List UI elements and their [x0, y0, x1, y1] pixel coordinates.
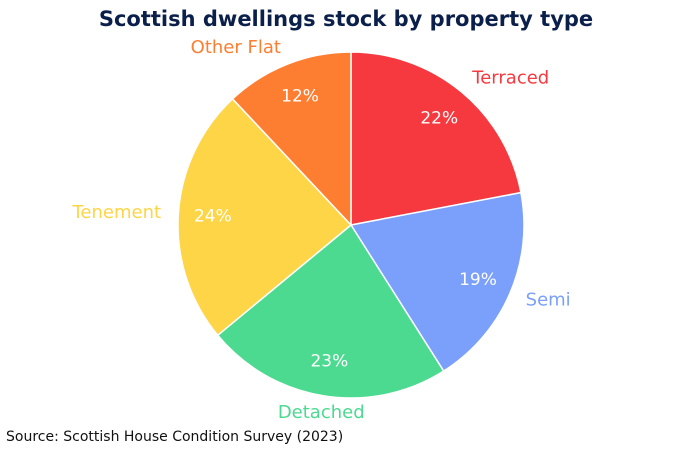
- value-label: 19%: [459, 270, 497, 290]
- value-label: 22%: [420, 108, 458, 128]
- pie-slice: [216, 223, 445, 399]
- source: Source: Scottish House Condition Survey …: [6, 429, 343, 445]
- category-label: Semi: [526, 290, 571, 311]
- pie-slice: [177, 97, 353, 337]
- chart-title: Scottish dwellings stock by property typ…: [99, 7, 593, 31]
- pie-slice: [350, 51, 522, 226]
- category-label: Detached: [278, 402, 365, 423]
- category-label: Other Flat: [191, 37, 281, 58]
- value-label: 12%: [281, 86, 319, 106]
- value-label: 23%: [310, 352, 348, 372]
- category-label: Tenement: [71, 202, 161, 223]
- value-label: 24%: [194, 206, 232, 226]
- pie-slice: [349, 191, 525, 373]
- category-label: Terraced: [471, 67, 549, 88]
- pie-slice: [231, 51, 352, 227]
